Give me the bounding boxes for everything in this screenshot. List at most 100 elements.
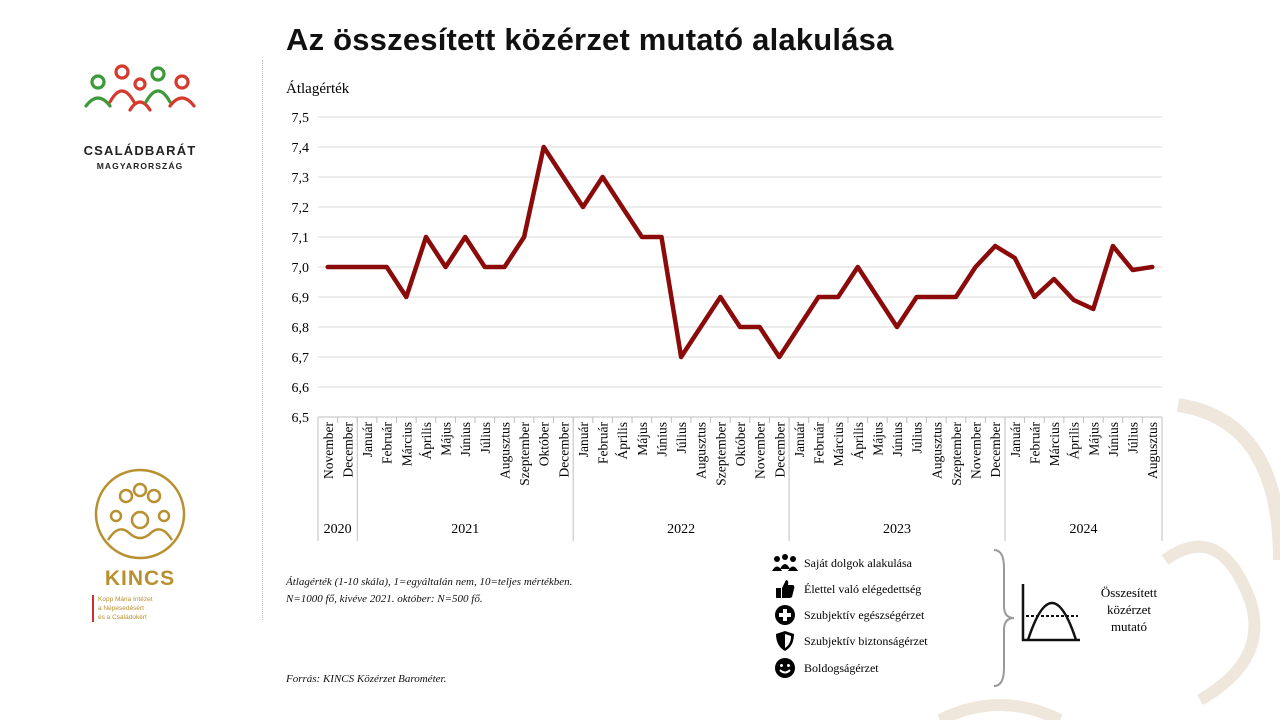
- x-tick-label: Július: [1126, 422, 1141, 454]
- x-tick-label: Október: [733, 422, 748, 467]
- vertical-divider: [262, 60, 263, 620]
- data-point: [698, 325, 703, 329]
- x-tick-label: Április: [615, 422, 630, 460]
- data-point: [1130, 268, 1135, 272]
- data-point: [934, 295, 939, 299]
- x-tick-label: Május: [870, 422, 885, 456]
- brace-icon: [993, 549, 1015, 687]
- data-point: [325, 265, 330, 269]
- legend-item-elettel-elegedettseg: Élettel való elégedettség: [772, 577, 921, 601]
- data-point: [620, 205, 625, 209]
- x-tick-label: Február: [380, 421, 395, 463]
- kincs-name: KINCS: [104, 567, 176, 590]
- data-point: [855, 265, 860, 269]
- x-tick-label: Május: [635, 422, 650, 456]
- legend-label: Élettel való elégedettség: [804, 581, 922, 596]
- x-tick-label: December: [772, 422, 787, 478]
- data-point: [836, 295, 841, 299]
- data-point: [345, 265, 350, 269]
- data-point: [482, 265, 487, 269]
- y-tick-label: 6,6: [292, 381, 310, 396]
- kincs-subtitle: Kopp Mária Intézet a Népesedésért és a C…: [92, 595, 153, 622]
- data-point: [718, 295, 723, 299]
- x-tick-label: November: [321, 422, 336, 479]
- x-tick-label: Szeptember: [949, 422, 964, 486]
- x-tick-label: Július: [478, 422, 493, 454]
- y-tick-label: 7,2: [292, 201, 310, 216]
- scale-note: Átlagérték (1-10 skála), 1=egyáltalán ne…: [286, 576, 573, 588]
- y-tick-label: 7,3: [292, 171, 310, 186]
- data-point: [875, 295, 880, 299]
- data-point: [659, 235, 664, 239]
- x-tick-label: Augusztus: [497, 422, 512, 479]
- family-figures-icon: [84, 64, 196, 112]
- distribution-chart-icon: [1021, 584, 1080, 642]
- data-point: [1032, 295, 1037, 299]
- page-title: Az összesített közérzet mutató alakulása: [286, 22, 894, 57]
- x-tick-label: Január: [576, 421, 591, 457]
- composite-index-label: Összesített közérzet mutató: [1094, 584, 1164, 635]
- x-tick-label: November: [753, 422, 768, 479]
- y-tick-label: 7,1: [292, 231, 310, 246]
- data-point: [580, 205, 585, 209]
- year-label: 2024: [1069, 522, 1097, 537]
- x-tick-label: Szeptember: [713, 422, 728, 486]
- x-tick-label: Február: [812, 421, 827, 463]
- x-tick-label: Június: [1106, 422, 1121, 457]
- x-tick-label: Március: [831, 422, 846, 466]
- x-tick-label: December: [340, 422, 355, 478]
- data-point: [502, 265, 507, 269]
- kincs-subtitle-line: Kopp Mária Intézet: [98, 596, 153, 603]
- data-point: [777, 355, 782, 359]
- year-label: 2022: [667, 522, 695, 537]
- x-tick-label: Február: [1027, 421, 1042, 463]
- legend-item-biztonsagerzet: Szubjektív biztonságérzet: [772, 629, 928, 653]
- x-tick-label: Március: [399, 422, 414, 466]
- x-tick-label: Június: [654, 422, 669, 457]
- x-tick-label: December: [988, 422, 1003, 478]
- data-point: [561, 175, 566, 179]
- data-point: [639, 235, 644, 239]
- source-note: Forrás: KINCS Közérzet Barométer.: [286, 673, 447, 685]
- legend-label: Saját dolgok alakulása: [804, 555, 912, 570]
- y-tick-label: 6,5: [292, 411, 310, 426]
- data-point: [1012, 256, 1017, 260]
- shield-icon: [772, 630, 798, 652]
- x-tick-label: Április: [851, 422, 866, 460]
- thumbs-up-icon: [772, 578, 798, 600]
- kincs-emblem-icon: [94, 468, 186, 560]
- data-point: [816, 295, 821, 299]
- decor-arc: [1176, 398, 1280, 561]
- y-tick-label: 6,7: [292, 351, 310, 366]
- data-point: [384, 265, 389, 269]
- x-tick-label: November: [969, 422, 984, 479]
- data-point: [895, 325, 900, 329]
- y-tick-label: 7,5: [292, 111, 310, 126]
- sample-note: N=1000 fő, kivéve 2021. október: N=500 f…: [286, 593, 483, 605]
- kincs-logo: KINCS Kopp Mária Intézet a Népesedésért …: [78, 466, 202, 622]
- csaladbarat-logo: CSALÁDBARÁT MAGYARORSZÁG: [78, 62, 202, 171]
- x-tick-label: Június: [890, 422, 905, 457]
- legend-label: Szubjektív egészségérzet: [804, 607, 925, 622]
- data-point: [796, 325, 801, 329]
- y-tick-label: 7,0: [292, 261, 310, 276]
- x-tick-label: Szeptember: [517, 422, 532, 486]
- kincs-subtitle-line: és a Családokért: [98, 614, 147, 621]
- data-point: [914, 295, 919, 299]
- x-tick-label: Július: [674, 422, 689, 454]
- x-tick-label: Július: [910, 422, 925, 454]
- x-tick-label: Január: [1008, 421, 1023, 457]
- smiley-icon: [772, 657, 798, 679]
- data-point: [541, 145, 546, 149]
- x-tick-label: Június: [458, 422, 473, 457]
- data-point: [953, 295, 958, 299]
- data-point: [522, 235, 527, 239]
- y-tick-label: 7,4: [292, 141, 310, 156]
- x-tick-label: Január: [792, 421, 807, 457]
- logo-subtitle: MAGYARORSZÁG: [96, 161, 184, 171]
- legend-item-egeszsegerzet: Szubjektív egészségérzet: [772, 603, 924, 627]
- data-point: [1110, 244, 1115, 248]
- data-point: [600, 175, 605, 179]
- year-label: 2020: [324, 522, 352, 537]
